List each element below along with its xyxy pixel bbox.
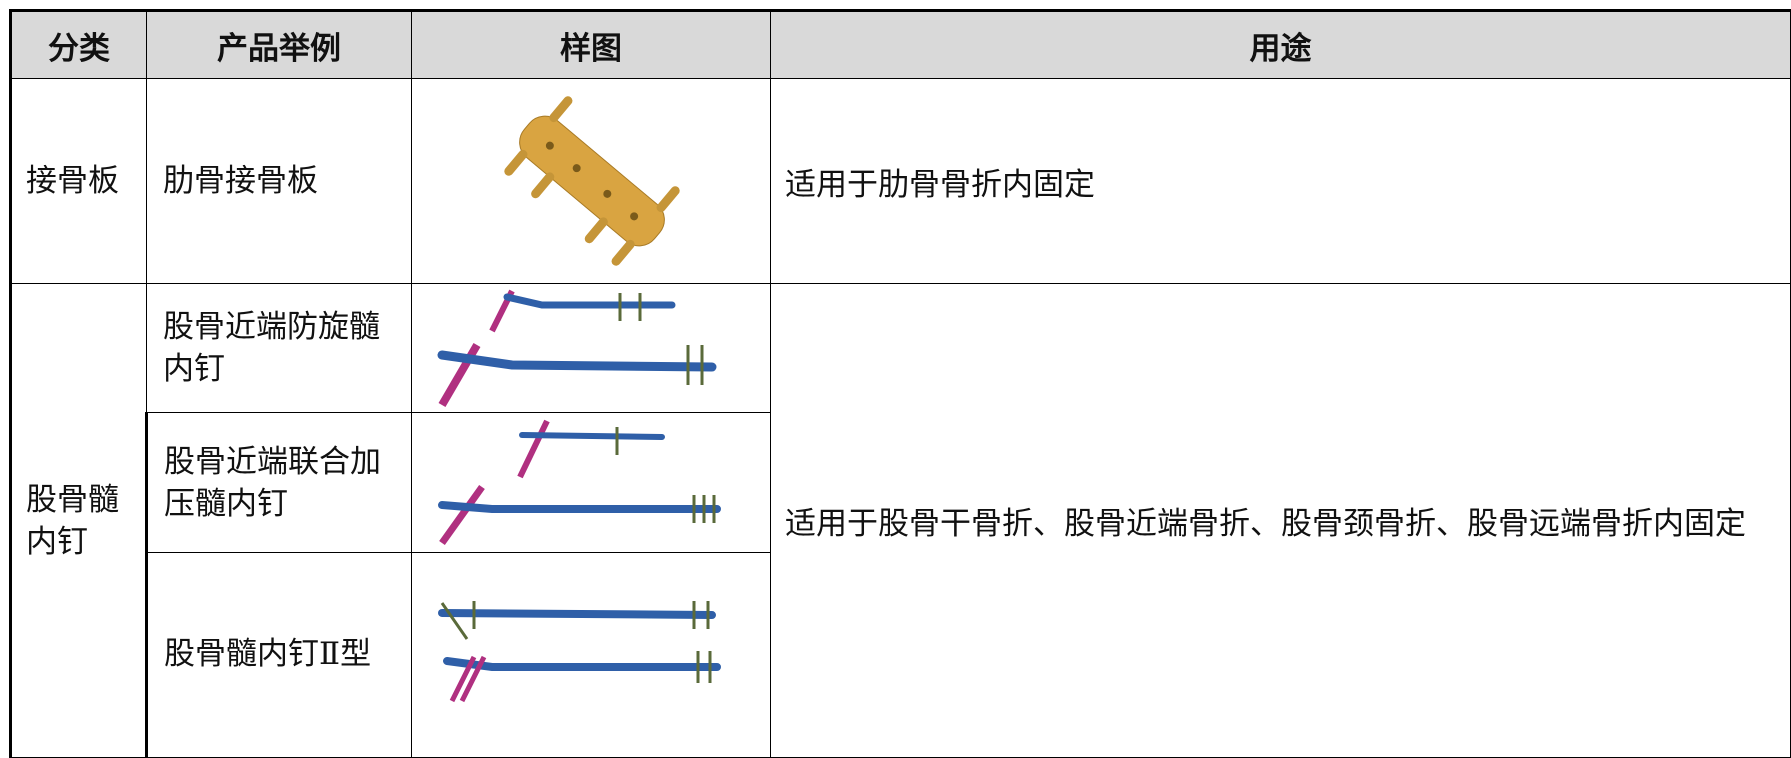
product-cell: 股骨近端联合加压髓内钉	[145, 412, 412, 553]
product-table: 分类 产品举例 样图 用途 接骨板 肋骨接骨板 适用于肋骨骨折内固定 股骨髓内钉…	[9, 9, 1791, 758]
row: 股骨髓内钉 股骨近端防旋髓内钉 适用于股骨干骨折、股骨近端骨折、股骨颈骨折、股骨…	[9, 283, 1791, 758]
image-cell	[411, 78, 771, 284]
nail-image	[438, 601, 721, 703]
product: 股骨近端联合加压髓内钉	[164, 443, 381, 522]
category: 股骨髓内钉	[26, 481, 119, 560]
row: 接骨板 肋骨接骨板 适用于肋骨骨折内固定	[9, 78, 1791, 284]
header-cell: 样图	[411, 9, 771, 79]
image-cell	[411, 283, 771, 413]
product-cell: 肋骨接骨板	[146, 78, 412, 284]
image-cell	[411, 412, 771, 553]
header-cell: 分类	[9, 9, 147, 79]
use-cell: 适用于肋骨骨折内固定	[770, 78, 1791, 284]
header-cell: 用途	[770, 9, 1791, 79]
product: 股骨髓内钉Ⅱ型	[164, 636, 372, 672]
header-row: 分类 产品举例 样图 用途	[9, 9, 1791, 79]
nail-image	[438, 419, 721, 545]
product-cell: 股骨近端防旋髓内钉	[146, 283, 412, 413]
bone-plate-image	[504, 96, 680, 266]
category-cell: 股骨髓内钉	[9, 283, 147, 758]
product: 股骨近端防旋髓内钉	[163, 309, 380, 387]
category: 接骨板	[26, 163, 119, 199]
row: 股骨髓内钉Ⅱ型	[11, 552, 1791, 758]
use-cell: 适用于股骨干骨折、股骨近端骨折、股骨颈骨折、股骨远端骨折内固定	[770, 283, 1791, 758]
image-cell	[411, 552, 771, 758]
row: 股骨近端联合加压髓内钉	[11, 412, 1791, 553]
nail-image	[437, 289, 717, 408]
product: 肋骨接骨板	[163, 163, 318, 199]
header-cell: 产品举例	[146, 9, 412, 79]
category-cell: 接骨板	[9, 78, 147, 284]
product-cell: 股骨髓内钉Ⅱ型	[145, 552, 412, 758]
